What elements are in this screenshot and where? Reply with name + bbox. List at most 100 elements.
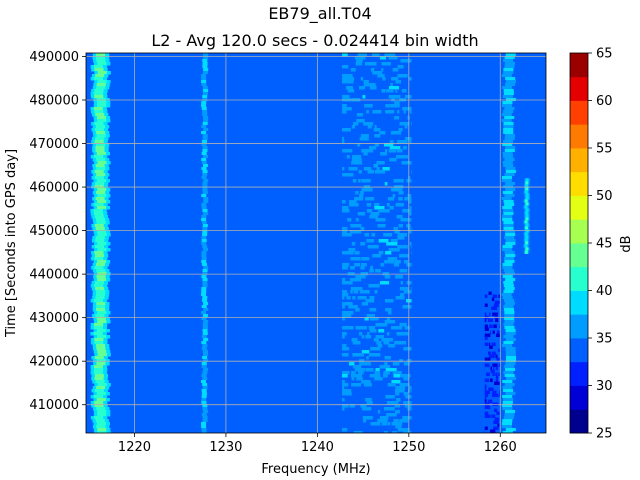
heatmap-cell [386,242,398,246]
colorbar-segment [570,314,588,339]
heatmap-cell [400,59,412,63]
heatmap-cell [501,74,512,78]
heatmap-cell [95,164,105,168]
heatmap-cell [375,323,388,327]
heatmap-cell [372,71,383,75]
heatmap-cell [352,341,361,345]
heatmap-cell [376,341,382,345]
heatmap-cell [365,398,372,402]
heatmap-cell [94,110,104,114]
heatmap-cell [349,203,359,207]
heatmap-cell [342,230,348,234]
heatmap-cell [202,356,208,360]
heatmap-cell [374,377,383,381]
heatmap-cell [363,167,372,171]
heatmap-cell [484,342,489,347]
heatmap-cell [525,223,529,227]
heatmap-cell [494,408,498,413]
heatmap-cell [497,423,500,428]
heatmap-cell [356,59,363,63]
heatmap-cell [381,338,393,342]
heatmap-cell [492,294,498,299]
heatmap-cell [342,200,346,204]
heatmap-cell [352,365,362,369]
heatmap-cell [502,404,513,408]
heatmap-cell [503,200,514,204]
heatmap-cell [502,386,513,390]
heatmap-cell [342,233,352,237]
heatmap-cell [487,318,493,323]
heatmap-cell [342,398,345,402]
heatmap-cell [201,374,207,378]
heatmap-cell [381,89,386,93]
heatmap-cell [202,170,208,174]
heatmap-cell [201,422,207,426]
heatmap-cell [202,296,208,300]
heatmap-cell [349,362,355,366]
heatmap-cell [342,107,352,111]
heatmap-cell [381,62,391,66]
heatmap-cell [505,167,516,171]
heatmap-cell [393,419,399,423]
heatmap-cell [342,173,354,177]
heatmap-cell [351,383,362,387]
heatmap-cell [379,416,389,420]
heatmap-cell [366,110,370,114]
heatmap-cell [93,326,103,330]
heatmap-cell [384,299,394,303]
heatmap-cell [375,335,385,339]
plot-frame [85,52,547,434]
heatmap-cell [201,239,207,243]
heatmap-cell [370,266,374,270]
heatmap-cell [201,413,207,417]
heatmap-cell [342,404,349,408]
heatmap-cell [489,324,493,329]
heatmap-cell [388,56,398,60]
heatmap-cell [383,143,394,147]
colorbar-segment [570,266,588,291]
heatmap-cell [349,230,362,234]
heatmap-cell [394,341,407,345]
colorbar-segment [570,76,588,101]
heatmap-cell [404,260,409,264]
heatmap-cell [201,380,207,384]
heatmap-cell [484,327,489,332]
heatmap-cell [352,296,356,300]
heatmap-cell [392,371,402,375]
heatmap-cell [403,290,412,294]
heatmap-cell [358,371,364,375]
colorbar-tick-label: 30 [596,379,613,394]
heatmap-cell [391,188,403,192]
heatmap-cell [359,86,366,90]
heatmap-cell [525,235,529,239]
heatmap-cell [502,419,513,423]
heatmap-cell [504,317,515,321]
heatmap-cell [356,113,363,117]
heatmap-cell [94,374,104,378]
heatmap-cell [525,214,529,218]
colorbar-tick-label: 45 [596,237,613,252]
heatmap-cell [348,167,358,171]
heatmap-cell [342,428,348,432]
heatmap-cell [505,146,516,150]
heatmap-cell [371,68,375,72]
heatmap-cell [202,95,208,99]
heatmap-cell [97,80,107,84]
heatmap-cell [202,299,208,303]
heatmap-cell [386,203,390,207]
heatmap-cell [342,296,345,300]
heatmap-cell [201,77,207,81]
heatmap-cell [504,410,516,414]
heatmap-cell [387,383,396,387]
heatmap-cell [359,359,365,363]
heatmap-cell [201,392,207,396]
heatmap-cell [96,179,106,183]
heatmap-cell [342,149,353,153]
heatmap-cell [95,74,105,78]
heatmap-cell [203,164,209,168]
heatmap-cell [503,308,515,312]
heatmap-cell [499,324,501,329]
heatmap-cell [398,191,404,195]
heatmap-cell [505,188,516,192]
colorbar-tick-label: 65 [596,47,613,62]
